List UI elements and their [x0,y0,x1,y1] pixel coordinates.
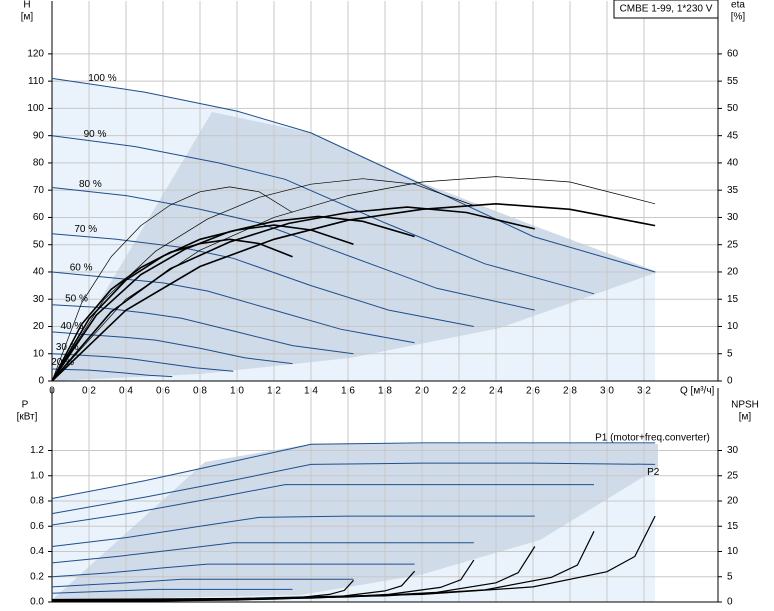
y-tick-label: 0 [38,376,44,387]
y-tick-label: 80 [33,158,45,169]
y2-tick-label: 45 [727,130,739,141]
curve [51,77,656,273]
y2-tick-label: 30 [727,212,739,223]
y-tick-label: 0.0 [30,597,44,608]
curve-label: 70 % [74,224,97,235]
y2-tick-label: 25 [727,470,739,481]
x-label: Q [м³/ч] [680,386,715,397]
y2-tick-label: 20 [727,496,739,507]
curve [51,304,354,355]
y-tick-label: 60 [33,212,45,223]
curve [51,563,415,578]
curve [51,588,293,594]
y2-tick-label: 5 [727,571,733,582]
y-unit: [кВт] [17,412,38,423]
curve [51,187,535,311]
y2-tick-label: 0 [727,376,733,387]
y-tick-label: 120 [27,49,44,60]
curve [51,579,354,603]
y-label: H [23,0,30,11]
curve [51,271,415,344]
curve [51,224,354,382]
y-tick-label: 0.6 [30,521,44,532]
y-tick-label: 30 [33,294,45,305]
curve-label: 60 % [70,262,93,273]
y2-tick-label: 5 [727,348,733,359]
plot-layer: 00,20,40,60,81,01,21,41,61,82,02,22,42,6… [27,1,739,608]
curve [51,233,474,327]
y2-unit: [м] [739,412,752,423]
curve-label: P1 (motor+freq.converter) [595,433,710,444]
y-label: P [22,400,29,411]
y-tick-label: 110 [28,76,44,87]
y2-tick-label: 50 [727,103,739,114]
operating-area [52,112,658,381]
y2-tick-label: 35 [727,185,739,196]
y-tick-label: 1.0 [30,470,44,481]
y2-tick-label: 15 [727,521,739,532]
curve [51,238,293,382]
curve [51,331,293,365]
y-tick-label: 100 [27,103,44,114]
curve-label: 100 % [88,73,116,84]
y2-label: NPSH [731,400,759,411]
curve-label: P2 [647,467,660,478]
y-tick-label: 70 [33,185,45,196]
y2-tick-label: 30 [727,445,739,456]
curve [51,462,656,515]
y-tick-label: 40 [33,267,45,278]
y2-unit: [%] [731,12,746,23]
y-unit: [м] [21,12,34,23]
y-tick-label: 0.8 [30,496,44,507]
y2-tick-label: 15 [727,294,739,305]
curve [51,186,293,382]
y2-tick-label: 20 [727,267,739,278]
chart-title: CMBE 1-99, 1*230 V [620,4,713,15]
y-tick-label: 90 [33,130,45,141]
curve-label: 90 % [84,129,107,140]
curve [51,178,474,382]
curve [51,542,474,564]
curve [51,578,354,588]
y-tick-label: 20 [33,321,45,332]
y-tick-label: 1.2 [30,445,44,456]
y2-tick-label: 0 [727,597,733,608]
y-tick-label: 0.4 [30,546,44,557]
y2-tick-label: 40 [727,158,739,169]
y-tick-label: 10 [33,348,45,359]
curve [51,368,173,378]
title-box [613,0,719,19]
y2-tick-label: 10 [727,546,739,557]
operating-area [52,444,658,600]
curve [51,206,535,382]
curve [51,515,535,547]
y-tick-label: 0.2 [30,571,44,582]
y2-tick-label: 10 [727,321,739,332]
curve-label: 40 % [61,321,84,332]
curve-label: 80 % [79,179,102,190]
curve [51,484,594,526]
curve-label: 50 % [65,294,88,305]
y2-tick-label: 25 [727,239,739,250]
curve-label: 30 % [56,342,79,353]
y2-tick-label: 60 [727,49,739,60]
curve [51,442,656,499]
y2-tick-label: 55 [727,76,739,87]
y2-label: eta [731,0,745,11]
curve [51,135,595,295]
y-tick-label: 50 [33,239,45,250]
